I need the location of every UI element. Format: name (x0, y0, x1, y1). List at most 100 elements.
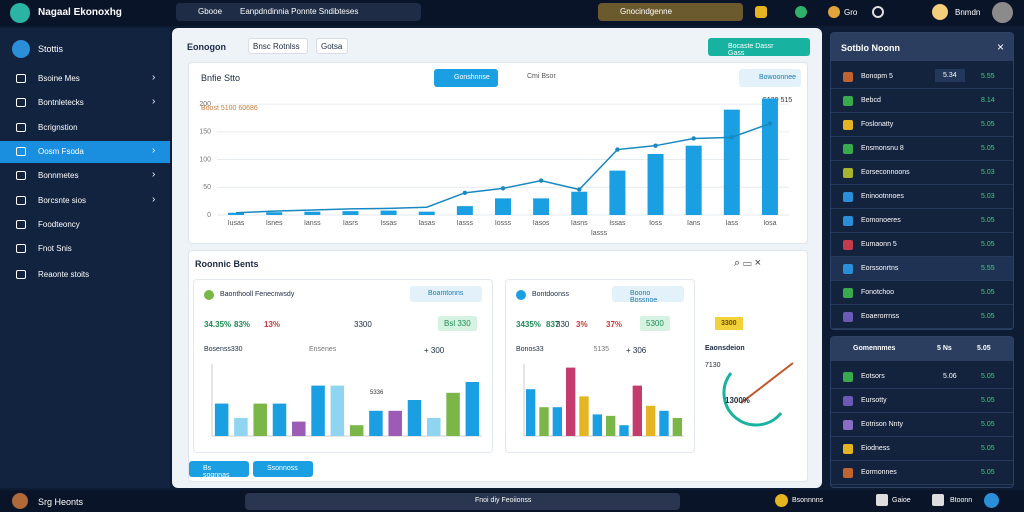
icon[interactable] (828, 6, 840, 18)
bar (380, 210, 397, 215)
x-tick-label: Iasrs (343, 220, 359, 227)
bar (526, 389, 536, 436)
sidebar-icon (16, 171, 26, 181)
icon[interactable] (755, 6, 767, 18)
sidebar-item[interactable]: Oosm Fsoda › (0, 140, 170, 163)
tab[interactable]: Gotsa (316, 38, 348, 54)
bar (330, 385, 345, 436)
status: Gro (844, 8, 858, 17)
tab[interactable]: Eonogon (187, 42, 226, 52)
row-value: 5.05 (981, 421, 995, 428)
row-icon (843, 240, 853, 250)
sidebar-icon (16, 122, 26, 132)
sidebar-item[interactable]: Fnot Snis (0, 238, 170, 260)
chart-button-2[interactable]: Bowoonnee (739, 69, 801, 87)
gauge-badge: 3300 (715, 317, 743, 330)
row-label: Eumaonn 5 (861, 241, 897, 248)
bottom-search[interactable]: Fnoi diy Feoiionss (245, 493, 680, 510)
icon[interactable] (872, 6, 884, 18)
bottom-item: Bsonnnns (792, 497, 824, 504)
x-tick-label: Issas (609, 220, 626, 227)
bar (465, 382, 480, 436)
bar (369, 410, 383, 436)
brand: Nagaal Ekonoxhg (38, 7, 122, 18)
sub: Ensenes (309, 346, 337, 353)
mini-button[interactable]: Boono Bossnoe (612, 286, 684, 304)
row-icon (843, 72, 853, 82)
row-sub: 5.06 (943, 373, 957, 380)
sub: 5135 (593, 346, 610, 353)
sidebar-item[interactable]: Bontnletecks › (0, 92, 170, 114)
icon[interactable] (984, 493, 999, 508)
sidebar-item[interactable]: Bsoine Mes › (0, 68, 170, 90)
dropdown[interactable]: Gnocindgenne (598, 3, 743, 21)
bar (761, 98, 778, 215)
section-button[interactable]: Ssonnoss (253, 461, 313, 477)
main-panel: Eonogon Bnsc Rotnlss Gotsa Bocaste Dassr Ga… (172, 28, 822, 488)
row-label: Eoaerorrnss (861, 313, 900, 320)
tab[interactable]: Bnsc Rotnlss (248, 38, 308, 54)
icon[interactable] (775, 494, 788, 507)
x-tick-label: Issas (380, 220, 397, 227)
bar (228, 212, 245, 215)
sidebar-item[interactable]: Bcrignstion (0, 117, 170, 139)
row-label: Bonopm 5 (861, 73, 893, 80)
right-panel: Sotblo Noonn × Bonopm 5 5.34 5.55 Bebcd 8.14… (830, 32, 1014, 330)
avatar[interactable] (932, 4, 948, 20)
row-sub: 5.34 (935, 69, 965, 82)
right-row: Eursotty 5.05 (831, 389, 1013, 413)
row-label: Eorseconnoons (861, 169, 910, 176)
row-icon (843, 420, 853, 430)
section-button[interactable]: Bs sognnas (189, 461, 249, 479)
bar (266, 212, 283, 215)
x-tick-label: Ianss (304, 220, 321, 227)
bar (609, 170, 626, 215)
right-row: Eormonnes 5.05 (831, 461, 1013, 485)
sidebar-label: Fnot Snis (38, 244, 72, 254)
y-tick-label: 50 (203, 184, 211, 191)
stat: 3% (576, 320, 588, 329)
sidebar-item[interactable]: Reaonte stoits (0, 264, 170, 286)
action-button[interactable]: Bocaste Dassr Gass (708, 38, 810, 57)
bar (495, 198, 511, 215)
bar (632, 385, 642, 436)
sidebar-icon (16, 98, 26, 108)
sidebar-item[interactable]: Foodteoncy (0, 214, 170, 236)
bar (418, 211, 435, 215)
chevron: › (152, 72, 156, 83)
icon[interactable] (932, 494, 944, 506)
stat: 34.35% (204, 320, 232, 329)
mini-button[interactable]: Boamtonns (410, 286, 482, 302)
x-tick-label: Iosss (495, 220, 512, 227)
sidebar: Stottis Bsoine Mes › Bontnletecks › Bcrignst… (0, 28, 170, 488)
row-icon (843, 312, 853, 322)
x-tick-label: Ioss (649, 220, 662, 227)
close-icon[interactable]: × (997, 40, 1005, 54)
sidebar-item[interactable]: Bonnmetes › (0, 165, 170, 187)
mini-card: Bontdoonss Boono Bossnoe 3435% 837 3% 37% 330 5… (505, 279, 695, 453)
row-value: 5.05 (981, 373, 995, 380)
search-text: Gbooe (198, 7, 223, 16)
icon[interactable] (876, 494, 888, 506)
bar (349, 425, 364, 436)
chart-title: Bnfie Stto (201, 73, 241, 83)
bar (234, 418, 248, 436)
row-value: 5.05 (981, 397, 995, 404)
row-value: 5.05 (981, 145, 995, 152)
row-value: 5.55 (981, 73, 995, 80)
right-header (831, 33, 1013, 61)
row-label: Eninootnnoes (861, 193, 904, 200)
bottom-item: Gaioe (892, 497, 911, 504)
sidebar-header: Stottis (38, 44, 64, 54)
avatar[interactable] (992, 2, 1013, 23)
gauge-card: Eaonsdeion 3300 1300% 7130 (701, 279, 805, 453)
sub: + 300 (424, 346, 445, 355)
sidebar-item[interactable]: Borcsnte sios › (0, 190, 170, 212)
line-point (615, 147, 620, 152)
chart-button[interactable]: Gonshnnse (434, 69, 498, 87)
search-box[interactable]: Gbooe Eanpdndinnia Ponnte Sndibteses (176, 3, 421, 21)
icon[interactable] (795, 6, 807, 18)
row-value: 5.03 (981, 169, 995, 176)
row-label: Bebcd (861, 97, 881, 104)
